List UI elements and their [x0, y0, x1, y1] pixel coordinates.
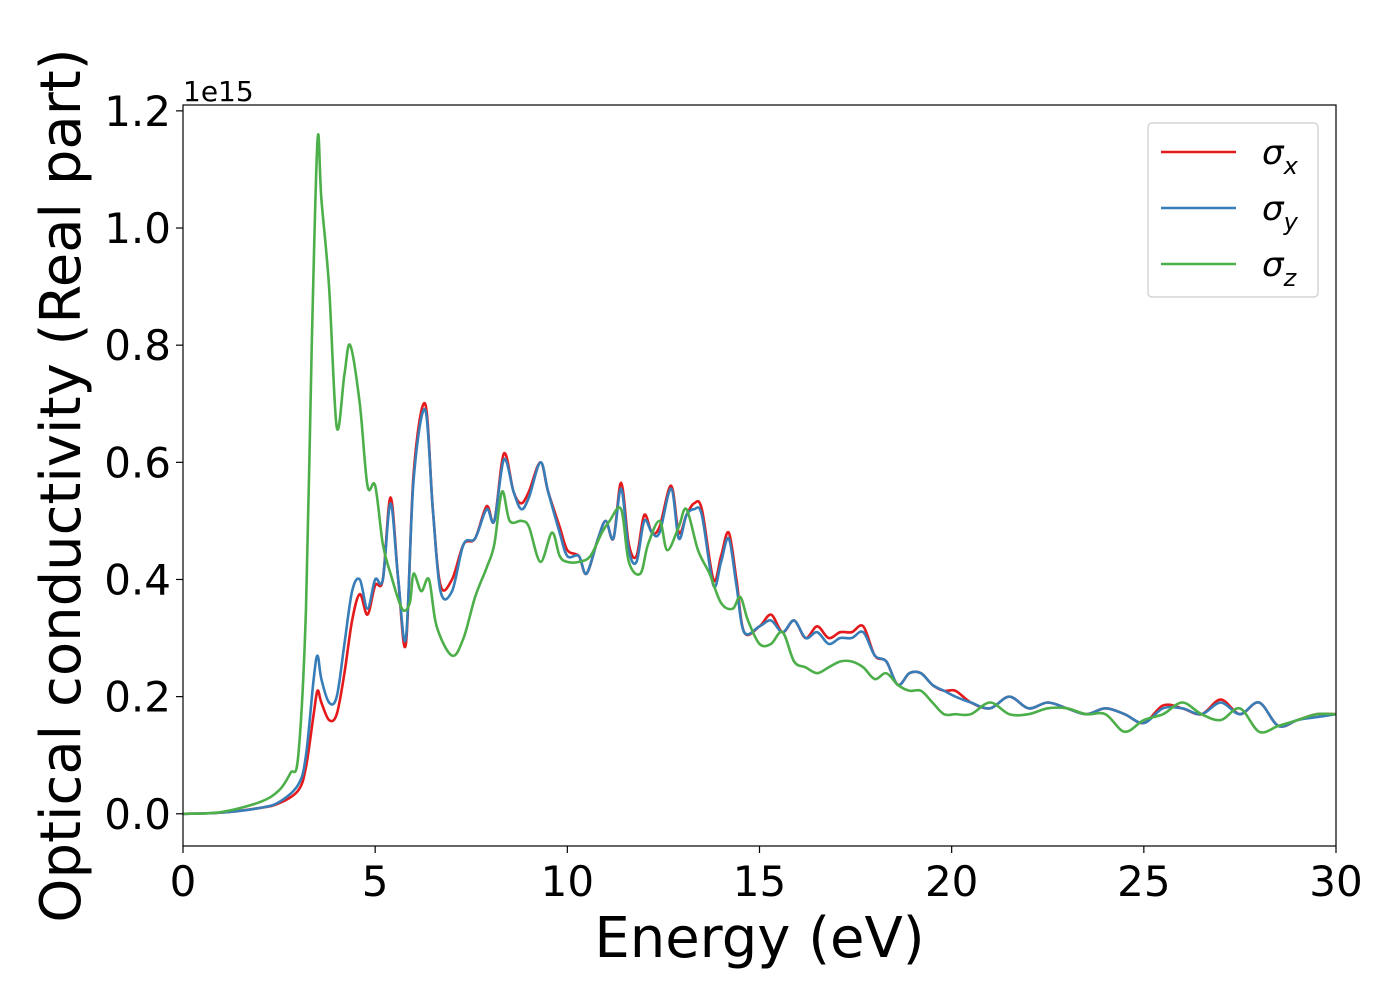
y-tick-label: 0.2 [104, 673, 171, 722]
series-line-3 [183, 133, 1336, 816]
legend-box [1147, 122, 1319, 298]
x-axis-ticks: 0 5 10 15 20 25 30 [170, 846, 1363, 906]
y-tick-label: 1.2 [104, 87, 171, 136]
plot-lines [183, 133, 1336, 816]
x-tick-label: 30 [1309, 857, 1362, 906]
legend-label: σx [1262, 133, 1299, 180]
x-tick-label: 5 [362, 857, 389, 906]
x-tick-label: 20 [925, 857, 978, 906]
y-tick-label: 0.8 [104, 321, 171, 370]
legend-label: σz [1262, 245, 1298, 292]
y-axis-ticks: 0.0 0.2 0.4 0.6 0.8 1.0 1.2 [104, 87, 183, 839]
legend-label: σy [1262, 189, 1299, 236]
x-tick-label: 10 [541, 857, 594, 906]
y-tick-label: 0.6 [104, 438, 171, 487]
y-tick-label: 1.0 [104, 204, 171, 253]
x-axis-label: Energy (eV) [594, 906, 924, 971]
y-tick-label: 0.4 [104, 555, 171, 604]
y-axis-offset-label: 1e15 [183, 75, 254, 108]
series-line-1 [183, 401, 1336, 816]
y-axis-label: Optical conductivity (Real part) [29, 48, 94, 922]
x-tick-label: 25 [1117, 857, 1170, 906]
series-line-2 [183, 408, 1336, 816]
x-tick-label: 15 [733, 857, 786, 906]
x-tick-label: 0 [170, 857, 197, 906]
y-tick-label: 0.0 [104, 790, 171, 839]
legend: σx σy σz [1147, 122, 1319, 298]
